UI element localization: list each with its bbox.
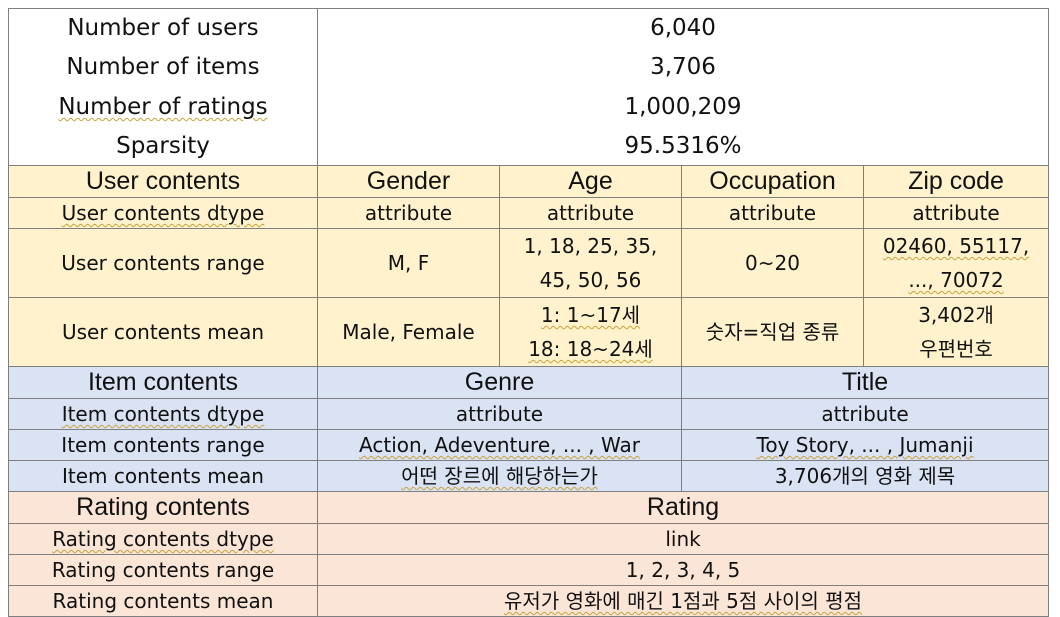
item-col-genre: Genre xyxy=(317,366,682,399)
row-label: User contents dtype xyxy=(8,197,318,229)
user-col-text: Age xyxy=(568,167,613,195)
user-header-row: User contents Gender Age Occupation Zip … xyxy=(8,165,1050,198)
cell: 0~20 xyxy=(681,228,864,298)
stat-value: 3,706 xyxy=(316,47,1050,87)
user-col-zip: Zip code xyxy=(862,165,1050,198)
cell: Toy Story, ... , Jumanji xyxy=(680,429,1050,461)
cell: attribute xyxy=(680,398,1050,430)
user-mean-row: User contents mean Male, Female 1: 1~17세… xyxy=(8,297,1050,367)
stat-label: Number of users xyxy=(8,8,318,47)
cell-text: Toy Story, ... , Jumanji xyxy=(756,433,974,457)
row-label: User contents range xyxy=(8,228,318,298)
user-col-occupation: Occupation xyxy=(681,165,864,198)
cell: 1: 1~17세 18: 18~24세 xyxy=(499,297,682,367)
cell-text: 유저가 영화에 매긴 1점과 5점 사이의 평점 xyxy=(504,589,863,613)
rating-header-text: Rating contents xyxy=(76,493,250,521)
user-col-text: Occupation xyxy=(709,167,836,195)
cell-line: 1, 18, 25, 35, xyxy=(523,234,658,258)
cell: 3,402개 우편번호 xyxy=(862,297,1050,367)
user-range-row: User contents range M, F 1, 18, 25, 35, … xyxy=(8,228,1050,298)
cell: 02460, 55117, ..., 70072 xyxy=(862,228,1050,298)
stat-label: Sparsity xyxy=(8,127,318,166)
stat-value: 95.5316% xyxy=(316,127,1050,166)
cell: 1, 18, 25, 35, 45, 50, 56 xyxy=(499,228,682,298)
item-col-title: Title xyxy=(680,366,1050,399)
user-col-text: Gender xyxy=(366,167,451,195)
row-label-text: Rating contents dtype xyxy=(52,527,274,551)
row-label: Rating contents mean xyxy=(8,585,318,617)
rating-header-row: Rating contents Rating xyxy=(8,491,1050,524)
item-header-text: Item contents xyxy=(87,368,239,396)
cell: 3,706개의 영화 제목 xyxy=(680,460,1050,492)
cell: attribute xyxy=(317,197,500,229)
cell-line-text: 02460, 55117, xyxy=(882,234,1030,258)
user-col-gender: Gender xyxy=(317,165,500,198)
item-col-text: Title xyxy=(841,368,889,396)
row-label: Item contents dtype xyxy=(8,398,318,430)
cell: attribute xyxy=(681,197,864,229)
cell: Action, Adeventure, ... , War xyxy=(317,429,682,461)
rating-col-rating: Rating xyxy=(316,491,1050,524)
stats-row-items: Number of items 3,706 xyxy=(8,47,1050,87)
user-col-age: Age xyxy=(499,165,682,198)
cell-line: 1: 1~17세 xyxy=(504,299,677,333)
stat-value: 1,000,209 xyxy=(316,87,1050,127)
item-col-text: Genre xyxy=(464,368,535,396)
cell-line: ..., 70072 xyxy=(868,263,1044,297)
cell: 유저가 영화에 매긴 1점과 5점 사이의 평점 xyxy=(316,585,1050,617)
cell: M, F xyxy=(317,228,500,298)
cell: attribute xyxy=(317,398,682,430)
cell-line: 02460, 55117, xyxy=(868,230,1044,264)
cell-line-text: 1: 1~17세 xyxy=(540,303,641,327)
rating-col-text: Rating xyxy=(646,493,720,521)
item-dtype-row: Item contents dtype attribute attribute xyxy=(8,398,1050,430)
cell-text: 어떤 장르에 해당하는가 xyxy=(401,464,598,488)
stats-row-sparsity: Sparsity 95.5316% xyxy=(8,127,1050,166)
row-label: Rating contents dtype xyxy=(8,523,318,555)
cell-text: Action, Adeventure, ... , War xyxy=(359,433,640,457)
cell: 어떤 장르에 해당하는가 xyxy=(317,460,682,492)
cell: link xyxy=(316,523,1050,555)
user-header-text: User contents xyxy=(85,167,241,195)
stat-value: 6,040 xyxy=(316,8,1050,47)
user-col-text: Zip code xyxy=(908,167,1004,195)
stat-label: Number of ratings xyxy=(8,87,318,127)
user-dtype-row: User contents dtype attribute attribute … xyxy=(8,197,1050,229)
cell: 숫자=직업 종류 xyxy=(681,297,864,367)
cell: attribute xyxy=(862,197,1050,229)
stat-label: Number of items xyxy=(8,47,318,87)
row-label-text: Item contents dtype xyxy=(61,402,265,426)
cell: 1, 2, 3, 4, 5 xyxy=(316,554,1050,586)
row-label: Rating contents range xyxy=(8,554,318,586)
cell: Male, Female xyxy=(317,297,500,367)
cell-line: 3,402개 xyxy=(918,303,994,327)
stats-row-ratings: Number of ratings 1,000,209 xyxy=(8,87,1050,127)
item-header-row: Item contents Genre Title xyxy=(8,366,1050,399)
item-mean-row: Item contents mean 어떤 장르에 해당하는가 3,706개의 … xyxy=(8,460,1050,492)
dataset-statistics-table: Number of users 6,040 Number of items 3,… xyxy=(8,8,1050,617)
stats-row-users: Number of users 6,040 xyxy=(8,8,1050,47)
user-section-header: User contents xyxy=(8,165,318,198)
cell: attribute xyxy=(499,197,682,229)
row-label-text: User contents dtype xyxy=(61,201,265,225)
rating-range-row: Rating contents range 1, 2, 3, 4, 5 xyxy=(8,554,1050,586)
stat-label-text: Number of ratings xyxy=(58,94,268,120)
cell-line-text: 18: 18~24세 xyxy=(528,337,653,361)
cell-line-text: ..., 70072 xyxy=(908,268,1004,292)
cell-line: 우편번호 xyxy=(919,337,993,361)
row-label: Item contents mean xyxy=(8,460,318,492)
cell-line: 18: 18~24세 xyxy=(504,332,677,366)
rating-mean-row: Rating contents mean 유저가 영화에 매긴 1점과 5점 사… xyxy=(8,585,1050,617)
row-label: User contents mean xyxy=(8,297,318,367)
cell-line: 45, 50, 56 xyxy=(539,268,642,292)
item-section-header: Item contents xyxy=(8,366,318,399)
row-label: Item contents range xyxy=(8,429,318,461)
rating-dtype-row: Rating contents dtype link xyxy=(8,523,1050,555)
item-range-row: Item contents range Action, Adeventure, … xyxy=(8,429,1050,461)
rating-section-header: Rating contents xyxy=(8,491,318,524)
